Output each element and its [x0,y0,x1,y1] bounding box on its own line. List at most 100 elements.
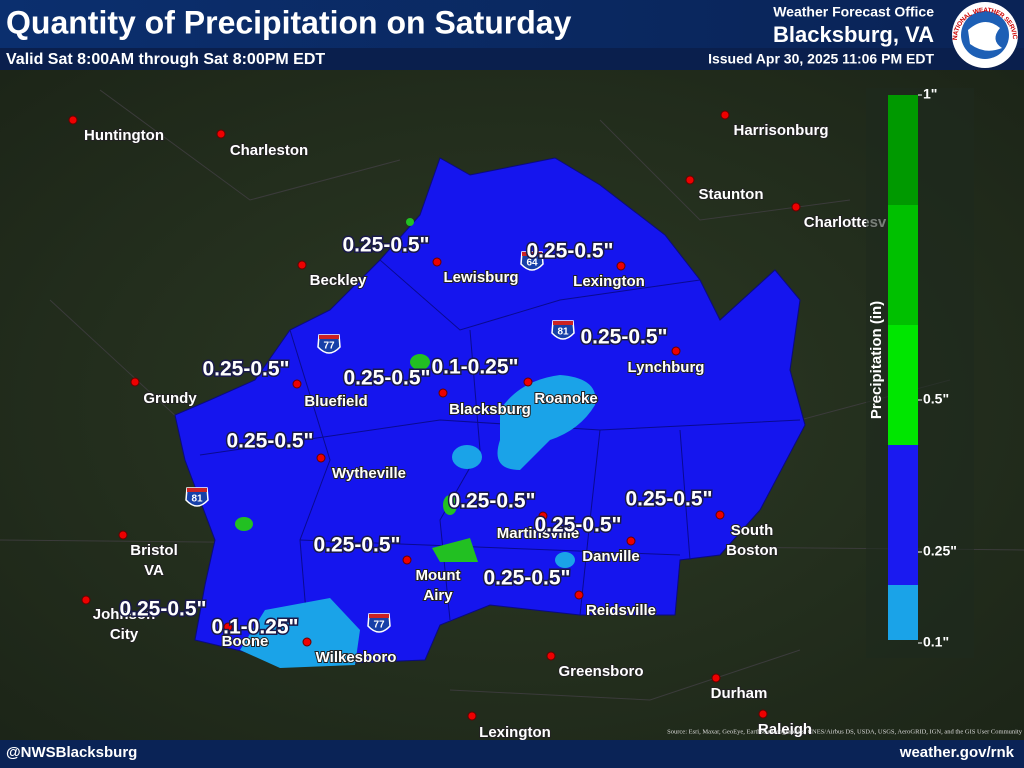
amount-label: 0.1-0.25" [211,616,298,639]
interstate-shield [551,320,575,340]
interstate-shield [367,613,391,633]
city-label: Mount Airy [416,567,461,604]
shield-number: 81 [191,494,203,505]
city-label: Raleigh [758,721,812,738]
legend-tick-label: 0.5" [923,391,949,407]
city-label: South Boston [726,522,778,559]
shield-number: 77 [323,341,335,352]
city-dot [68,115,78,125]
city-dot [574,590,584,600]
legend-band [888,585,918,640]
city-dot [538,511,548,521]
legend-tick-label: 0.25" [923,543,957,559]
city-label-line: South [731,522,774,539]
legend: Precipitation (in) 1" 0.5" 0.25" 0.1" [866,86,974,658]
city-label-line: VA [144,562,164,579]
city-dot [438,388,448,398]
legend-tick-label: 1" [923,86,937,102]
city-dot [130,377,140,387]
amount-label: 0.25-0.5" [483,567,570,590]
amount-label: 0.25-0.5" [534,514,621,537]
legend-band [888,325,918,445]
city-label: Bristol VA [130,542,178,579]
city-label: Lewisburg [443,269,518,286]
amount-label: 0.25-0.5" [526,240,613,263]
amount-label: 0.25-0.5" [313,534,400,557]
shield-top [522,252,542,256]
city-dot [758,709,768,719]
city-dot [432,257,442,267]
city-label: Harrisonburg [733,122,828,139]
city-label-line: Boston [726,542,778,559]
city-dot [791,202,801,212]
shield-top [187,488,207,492]
legend-band [888,95,918,205]
shield-top [369,614,389,618]
office-name: Blacksburg, VA [773,22,934,47]
city-label: Wilkesboro [316,649,397,666]
city-dot [292,379,302,389]
city-label-line: Airy [423,587,453,604]
shield-top [319,335,339,339]
legend-tick-label: 0.1" [923,634,949,650]
city-label: Durham [711,685,768,702]
city-label: Boone [222,633,269,650]
city-dot [216,129,226,139]
subtitle: Valid Sat 8:00AM through Sat 8:00PM EDT [6,51,325,68]
city-dot [523,377,533,387]
interstate-shield [520,251,544,271]
subheader-bar [0,48,1024,70]
amount-label: 0.25-0.5" [448,490,535,513]
city-dot [715,510,725,520]
city-label: Blacksburg [449,401,531,418]
legend-band [888,205,918,325]
footer-right: weather.gov/rnk [899,744,1015,761]
precip-area-01-025 [240,375,596,668]
city-dot [671,346,681,356]
interstate-shield [317,334,341,354]
city-label: Lynchburg [628,359,705,376]
footer-bar [0,740,1024,768]
shield-number: 81 [557,327,569,338]
amount-label: 0.25-0.5" [202,358,289,381]
city-dot [118,530,128,540]
city-label-line: Johnson [93,606,156,623]
city-dot [685,175,695,185]
amount-label: 0.25-0.5" [343,367,430,390]
amount-label: 0.25-0.5" [119,598,206,621]
city-label: Charleston [230,142,308,159]
city-label: Greensboro [558,663,643,680]
amount-label: 0.25-0.5" [625,488,712,511]
city-label: Martinsville [497,525,580,542]
city-label: Huntington [84,127,164,144]
city-label: Beckley [310,272,367,289]
source-attribution: Source: Esri, Maxar, GeoEye, Earthstar G… [667,728,1023,735]
city-dot [720,110,730,120]
footer-left: @NWSBlacksburg [6,744,137,761]
city-dot [546,651,556,661]
city-dot [711,673,721,683]
title: Quantity of Precipitation on Saturday [6,4,572,40]
issued: Issued Apr 30, 2025 11:06 PM EDT [708,51,934,67]
precip-area-05 [235,218,478,562]
interstate-shield [185,487,209,507]
city-label-line: Mount [416,567,461,584]
city-dot [616,261,626,271]
legend-band [888,445,918,585]
city-label: Wytheville [332,465,406,482]
city-dot [316,453,326,463]
amount-label: 0.25-0.5" [580,326,667,349]
city-label: Lexington [479,724,551,741]
city-dot [302,637,312,647]
city-label: Staunton [699,186,764,203]
city-label: Lexington [573,273,645,290]
header-bar [0,0,1024,48]
city-dot [81,595,91,605]
amount-label: 0.25-0.5" [226,430,313,453]
city-label-line: City [110,626,139,643]
office-label: Weather Forecast Office [773,4,934,20]
city-label: Johnson City [93,606,156,643]
amount-label: 0.1-0.25" [431,356,518,379]
city-dot [223,622,233,632]
